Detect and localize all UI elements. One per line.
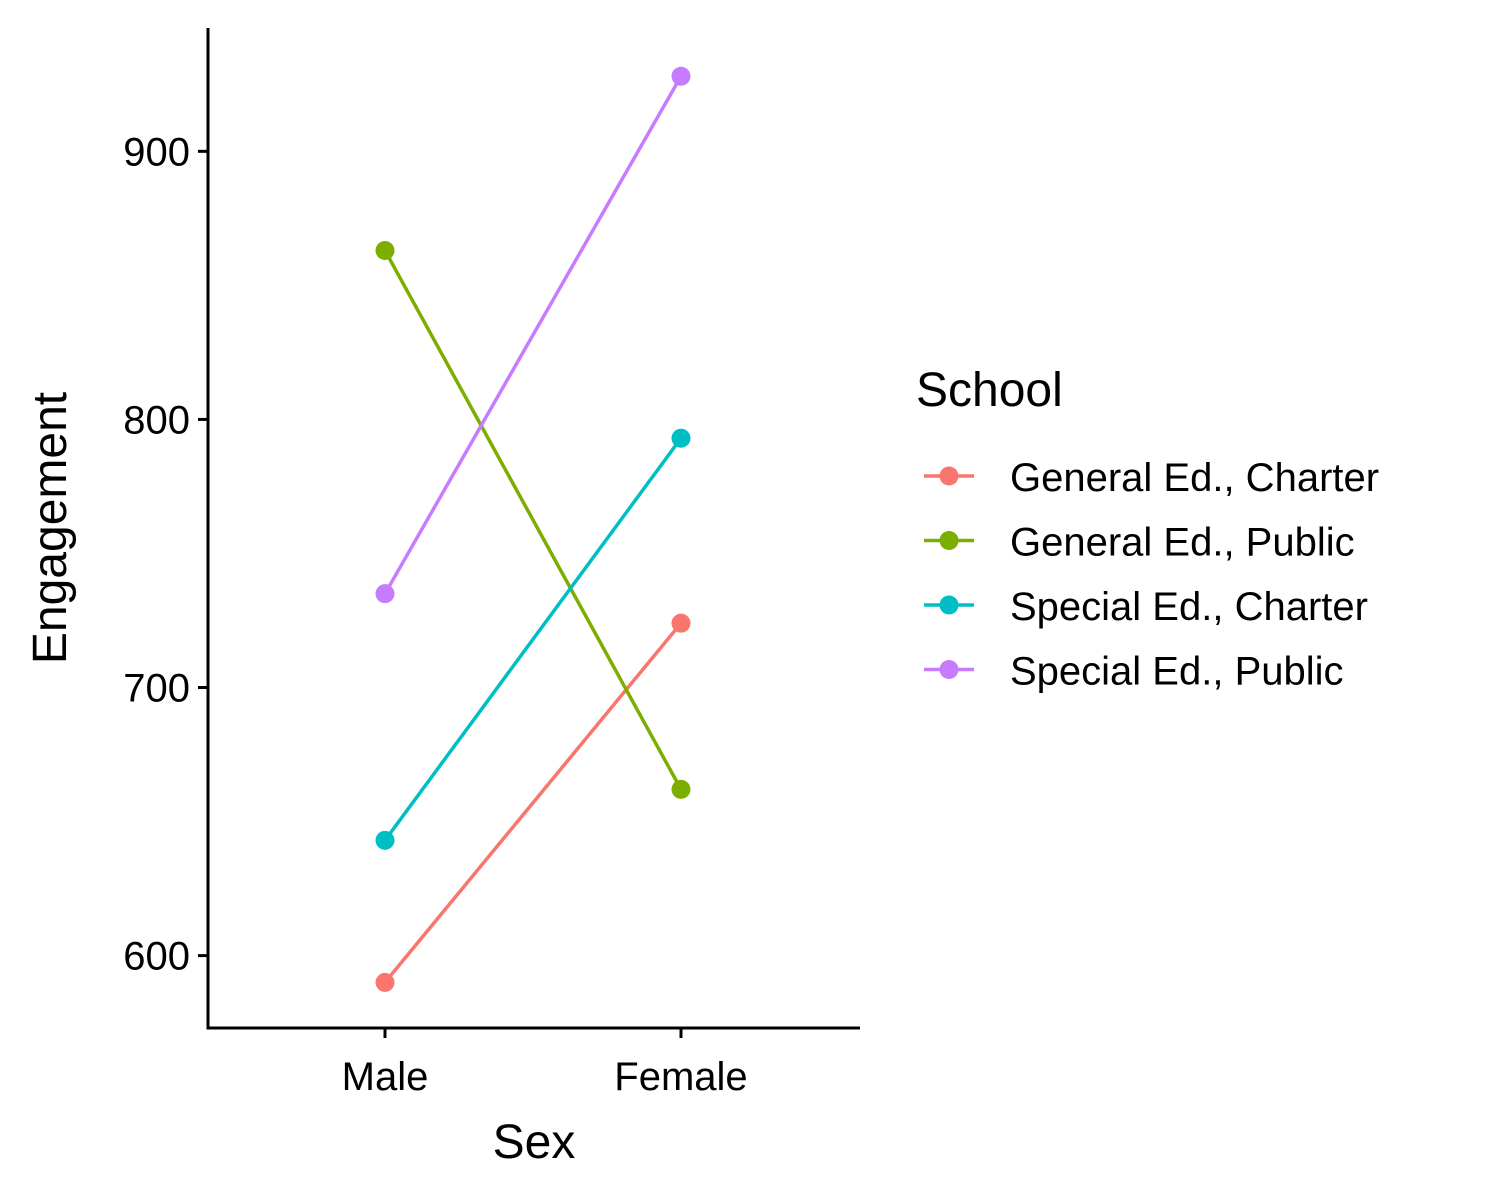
series-4-line (383, 75, 683, 595)
series-3-point-female (671, 428, 691, 448)
x-tick-label-male: Male (342, 1055, 429, 1099)
axis-lines (206, 28, 860, 1030)
legend-label: Special Ed., Public (1010, 650, 1344, 694)
legend-key-point (939, 466, 959, 486)
legend-item-3: Special Ed., Charter (924, 585, 1368, 629)
legend-key-point (939, 595, 959, 615)
x-tick-label-female: Female (614, 1055, 747, 1099)
axes: 600 700 800 900 Male Female (123, 28, 860, 1099)
legend-key-point (939, 660, 959, 679)
y-tick-label-700: 700 (123, 667, 190, 711)
series-4-point-male (375, 584, 395, 604)
series-4-point-female (671, 66, 691, 86)
y-axis-title: Engagement (24, 392, 77, 664)
y-tick-label-600: 600 (123, 935, 190, 979)
series-3-point-male (375, 830, 395, 850)
plot-area (375, 66, 691, 992)
series-1-point-male (375, 972, 395, 992)
series-1-line (383, 622, 683, 984)
series-1-point-female (671, 613, 691, 633)
legend-item-2: General Ed., Public (924, 521, 1355, 565)
legend-key-point (939, 531, 959, 550)
legend-label: General Ed., Public (1010, 521, 1355, 565)
legend-title: School (916, 364, 1063, 417)
legend-item-4: Special Ed., Public (924, 650, 1344, 694)
y-tick-label-900: 900 (123, 130, 190, 174)
series-2-point-male (375, 241, 395, 261)
series-3-line (383, 437, 683, 842)
legend-label: Special Ed., Charter (1010, 585, 1368, 629)
series-2-line (383, 249, 683, 791)
legend-label: General Ed., Charter (1010, 456, 1379, 500)
y-tick-label-800: 800 (123, 398, 190, 442)
legend: School General Ed., Charter General Ed., … (916, 364, 1379, 694)
series-2-point-female (671, 779, 691, 799)
legend-item-1: General Ed., Charter (924, 456, 1379, 500)
x-axis-title: Sex (493, 1116, 576, 1169)
